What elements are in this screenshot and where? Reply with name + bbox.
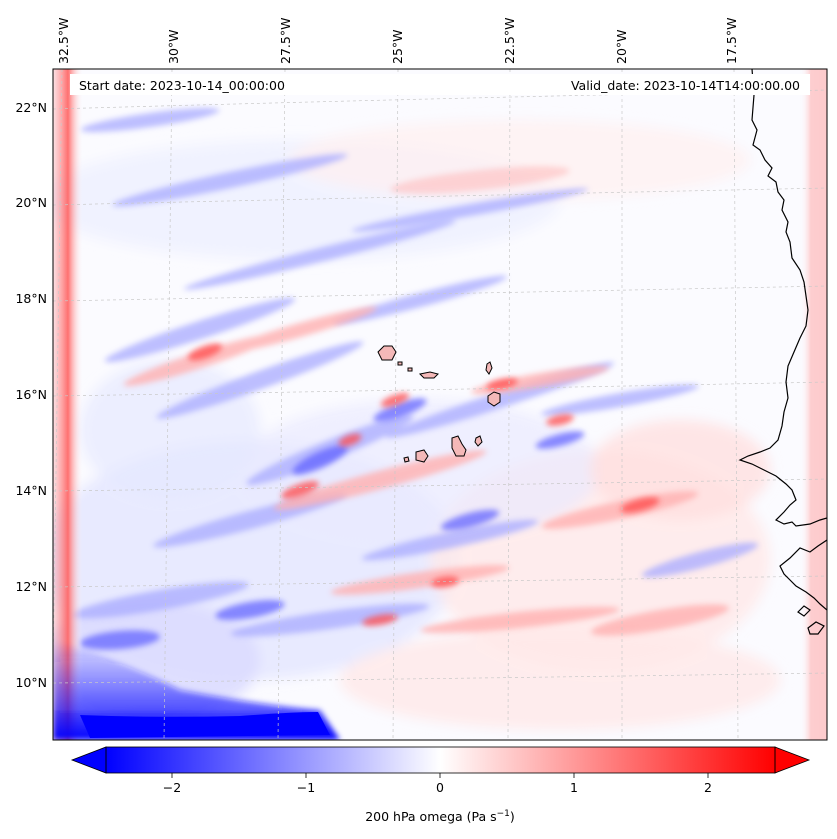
lat-label: 10°N <box>15 675 47 690</box>
graticule-lines <box>53 69 827 740</box>
colorbar-max-extension <box>774 746 811 774</box>
colorbar-tick: −2 <box>163 780 181 795</box>
latitude-labels: 22°N 20°N 18°N 16°N 14°N 12°N 10°N <box>15 100 47 690</box>
island-maio <box>474 435 483 447</box>
omega-field <box>53 69 827 740</box>
colorbar-tick: 2 <box>704 780 712 795</box>
lat-label: 20°N <box>15 195 47 210</box>
guinea-coastline <box>779 539 827 611</box>
lon-label: 20°W <box>614 29 629 64</box>
island-boa-vista <box>487 391 501 407</box>
island-santa-luzia <box>407 367 413 372</box>
island-sao-nicolau <box>418 371 439 379</box>
lat-label: 18°N <box>15 291 47 306</box>
lon-label: 22.5°W <box>502 18 517 64</box>
colorbar: −2 −1 0 1 2 200 hPa omega (Pa s−1) <box>70 746 811 824</box>
lat-label: 16°N <box>15 387 47 402</box>
header-bar: Start date: 2023-10-14_00:00:00 Valid_da… <box>70 74 810 95</box>
lon-label: 27.5°W <box>278 18 293 64</box>
island-brava <box>403 456 410 463</box>
lat-label: 22°N <box>15 100 47 115</box>
colorbar-tick: 0 <box>436 780 444 795</box>
island-santiago <box>451 435 467 457</box>
island-sao-vicente <box>397 361 403 366</box>
lat-label: 12°N <box>15 579 47 594</box>
longitude-labels: 32.5°W 30°W 27.5°W 25°W 22.5°W 20°W 17.5… <box>56 18 739 64</box>
colorbar-tick: 1 <box>570 780 578 795</box>
lat-label: 14°N <box>15 483 47 498</box>
coastlines <box>738 69 827 635</box>
island-fogo <box>415 449 429 463</box>
colorbar-label: 200 hPa omega (Pa s−1) <box>365 809 515 824</box>
cape-verde-islands <box>377 345 501 463</box>
valid-date-label: Valid_date: 2023-10-14T14:00:00.00 <box>571 78 800 93</box>
island-santo-antao <box>377 345 397 361</box>
lon-label: 17.5°W <box>724 18 739 64</box>
colorbar-min-extension <box>70 746 107 774</box>
island-sal <box>485 361 493 375</box>
colorbar-gradient <box>106 747 775 773</box>
lon-label: 30°W <box>166 29 181 64</box>
lon-label: 25°W <box>390 29 405 64</box>
map-frame <box>52 68 828 741</box>
lon-label: 32.5°W <box>56 18 71 64</box>
start-date-label: Start date: 2023-10-14_00:00:00 <box>79 78 285 93</box>
colorbar-tick: −1 <box>297 780 315 795</box>
africa-coastline <box>738 69 827 527</box>
